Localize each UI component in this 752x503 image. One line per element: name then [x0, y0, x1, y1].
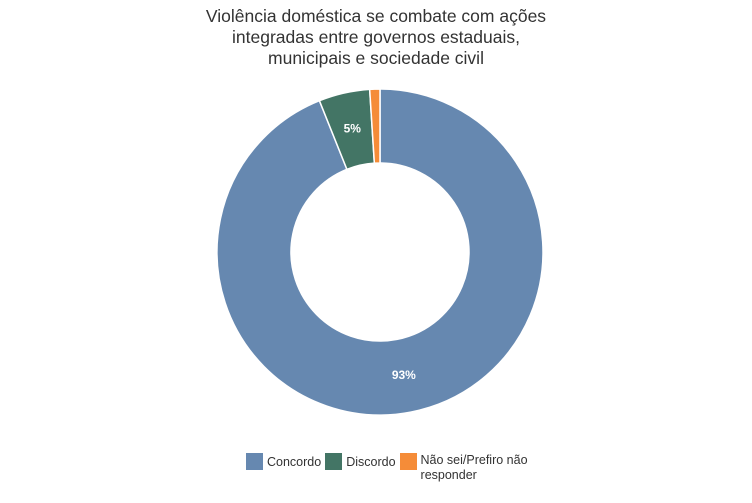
slice-nao-sei	[368, 88, 381, 164]
chart-title-line-2: integradas entre governos estaduais,	[232, 27, 520, 47]
slice-concordo	[216, 88, 544, 416]
donut-slices	[216, 88, 544, 416]
legend-item-discordo: Discordo	[325, 453, 396, 470]
legend-swatch-discordo	[325, 453, 343, 470]
legend-label-concordo: Concordo	[267, 455, 322, 469]
donut-slice-labels: 93% 5%	[344, 121, 417, 382]
legend-label-discordo: Discordo	[346, 455, 396, 469]
chart-title-line-3: municipais e sociedade civil	[268, 48, 484, 68]
legend-swatch-concordo	[246, 453, 263, 470]
slice-label-concordo: 93%	[392, 368, 416, 382]
legend-label-nao-sei: Não sei/Prefiro não responder	[420, 453, 528, 482]
legend-swatch-nao-sei	[399, 453, 417, 470]
chart-title-line-1: Violência doméstica se combate com ações	[205, 6, 547, 26]
chart-title: Violência doméstica se combate com ações…	[150, 6, 602, 69]
legend-item-concordo: Concordo	[246, 453, 321, 470]
slice-label-discordo: 5%	[344, 121, 362, 135]
legend-item-nao-sei: Não sei/Prefiro não responder	[399, 453, 551, 483]
legend: Concordo Discordo Não sei/Prefiro não re…	[246, 453, 555, 483]
